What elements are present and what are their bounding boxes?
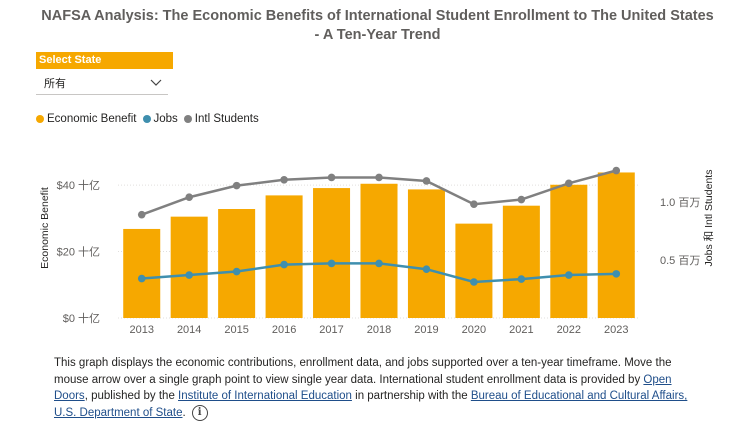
bar-economic-benefit (265, 195, 303, 318)
point-jobs (185, 271, 193, 279)
point-jobs (565, 271, 573, 279)
bar-economic-benefit (360, 183, 398, 318)
open-doors-link[interactable]: Open Doors (54, 373, 672, 403)
chart-title: NAFSA Analysis: The Economic Benefits of… (41, 8, 714, 43)
legend-marker-economic-benefit (36, 115, 44, 123)
point-jobs (327, 259, 336, 268)
point-jobs (280, 260, 288, 269)
point-intl-students (565, 179, 573, 188)
x-tick-label: 2020 (462, 324, 486, 336)
point-intl-students (137, 210, 146, 219)
bar-economic-benefit (550, 184, 588, 318)
point-intl-students (517, 195, 526, 204)
point-intl-students (470, 200, 478, 208)
info-icon[interactable]: i (191, 404, 208, 421)
description-text: This graph displays the economic contrib… (54, 357, 672, 386)
point-jobs (612, 270, 621, 278)
iie-link[interactable]: Institute of International Education (178, 390, 352, 402)
point-intl-students (375, 173, 383, 182)
x-tick-label: 2013 (129, 324, 153, 336)
x-tick-label: 2022 (557, 324, 581, 336)
bar-economic-benefit (123, 228, 161, 318)
point-intl-students (232, 181, 241, 190)
legend-marker-intl-students (183, 115, 192, 123)
combo-chart: $0 十亿 $20 十亿 $40 十亿 0.5 百万 1.0 百万 Economic Be… (39, 166, 715, 336)
y-tick-label: $20 十亿 (57, 245, 100, 259)
x-tick-label: 2019 (414, 324, 438, 336)
point-intl-students (422, 177, 431, 185)
y2-tick-label: 1.0 百万 (660, 197, 700, 209)
point-jobs (375, 259, 383, 268)
legend-marker-jobs (142, 115, 151, 123)
legend-label: Jobs (153, 113, 178, 125)
bar-economic-benefit (170, 216, 208, 318)
legend-item-intl-students[interactable]: Intl Students (183, 113, 259, 125)
state-select-value: 所有 (44, 78, 66, 90)
chevron-down-icon (150, 79, 162, 86)
description-text: in partnership with the (351, 390, 471, 402)
x-tick-label: 2017 (319, 324, 343, 336)
x-tick-label: 2014 (177, 324, 201, 336)
point-jobs (137, 274, 146, 283)
x-tick-label: 2015 (224, 324, 248, 336)
bar-economic-benefit (502, 205, 540, 318)
point-intl-students (280, 176, 288, 184)
description-text: . (182, 406, 186, 419)
state-select-dropdown[interactable]: 所有 (36, 73, 168, 95)
x-tick-label: 2016 (272, 324, 296, 336)
legend-label: Intl Students (194, 113, 259, 125)
bar-economic-benefit (313, 188, 351, 318)
bar-economic-benefit (407, 189, 445, 318)
point-intl-students (612, 166, 621, 175)
x-tick-label: 2018 (367, 324, 391, 336)
bar-economic-benefit (455, 223, 493, 318)
x-tick-label: 2021 (509, 324, 533, 336)
state-department-link[interactable]: Bureau of Educational and Cultural Affai… (54, 390, 688, 419)
y-tick-label: $40 十亿 (57, 178, 100, 192)
point-jobs (517, 275, 526, 283)
legend-item-economic-benefit[interactable]: Economic Benefit (36, 113, 137, 125)
y2-tick-label: 0.5 百万 (660, 255, 700, 267)
y-tick-label: $0 十亿 (63, 311, 100, 325)
legend-item-jobs[interactable]: Jobs (142, 113, 178, 125)
y-axis-title: Economic Benefit (39, 187, 51, 269)
point-jobs (232, 267, 241, 276)
point-jobs (422, 265, 431, 274)
point-intl-students (327, 173, 336, 182)
bar-economic-benefit (597, 172, 635, 318)
point-jobs (470, 278, 478, 286)
legend-label: Economic Benefit (47, 113, 137, 125)
chart-description: This graph displays the economic contrib… (54, 355, 704, 421)
chart-legend: Economic Benefit Jobs Intl Students (36, 111, 265, 127)
y2-axis-title: Jobs 和 Intl Students (703, 170, 715, 267)
bar-economic-benefit (218, 209, 256, 318)
x-tick-label: 2023 (604, 324, 628, 336)
point-intl-students (185, 193, 193, 202)
description-text: , published by the (84, 390, 179, 402)
state-slicer-header: Select State (36, 52, 173, 69)
